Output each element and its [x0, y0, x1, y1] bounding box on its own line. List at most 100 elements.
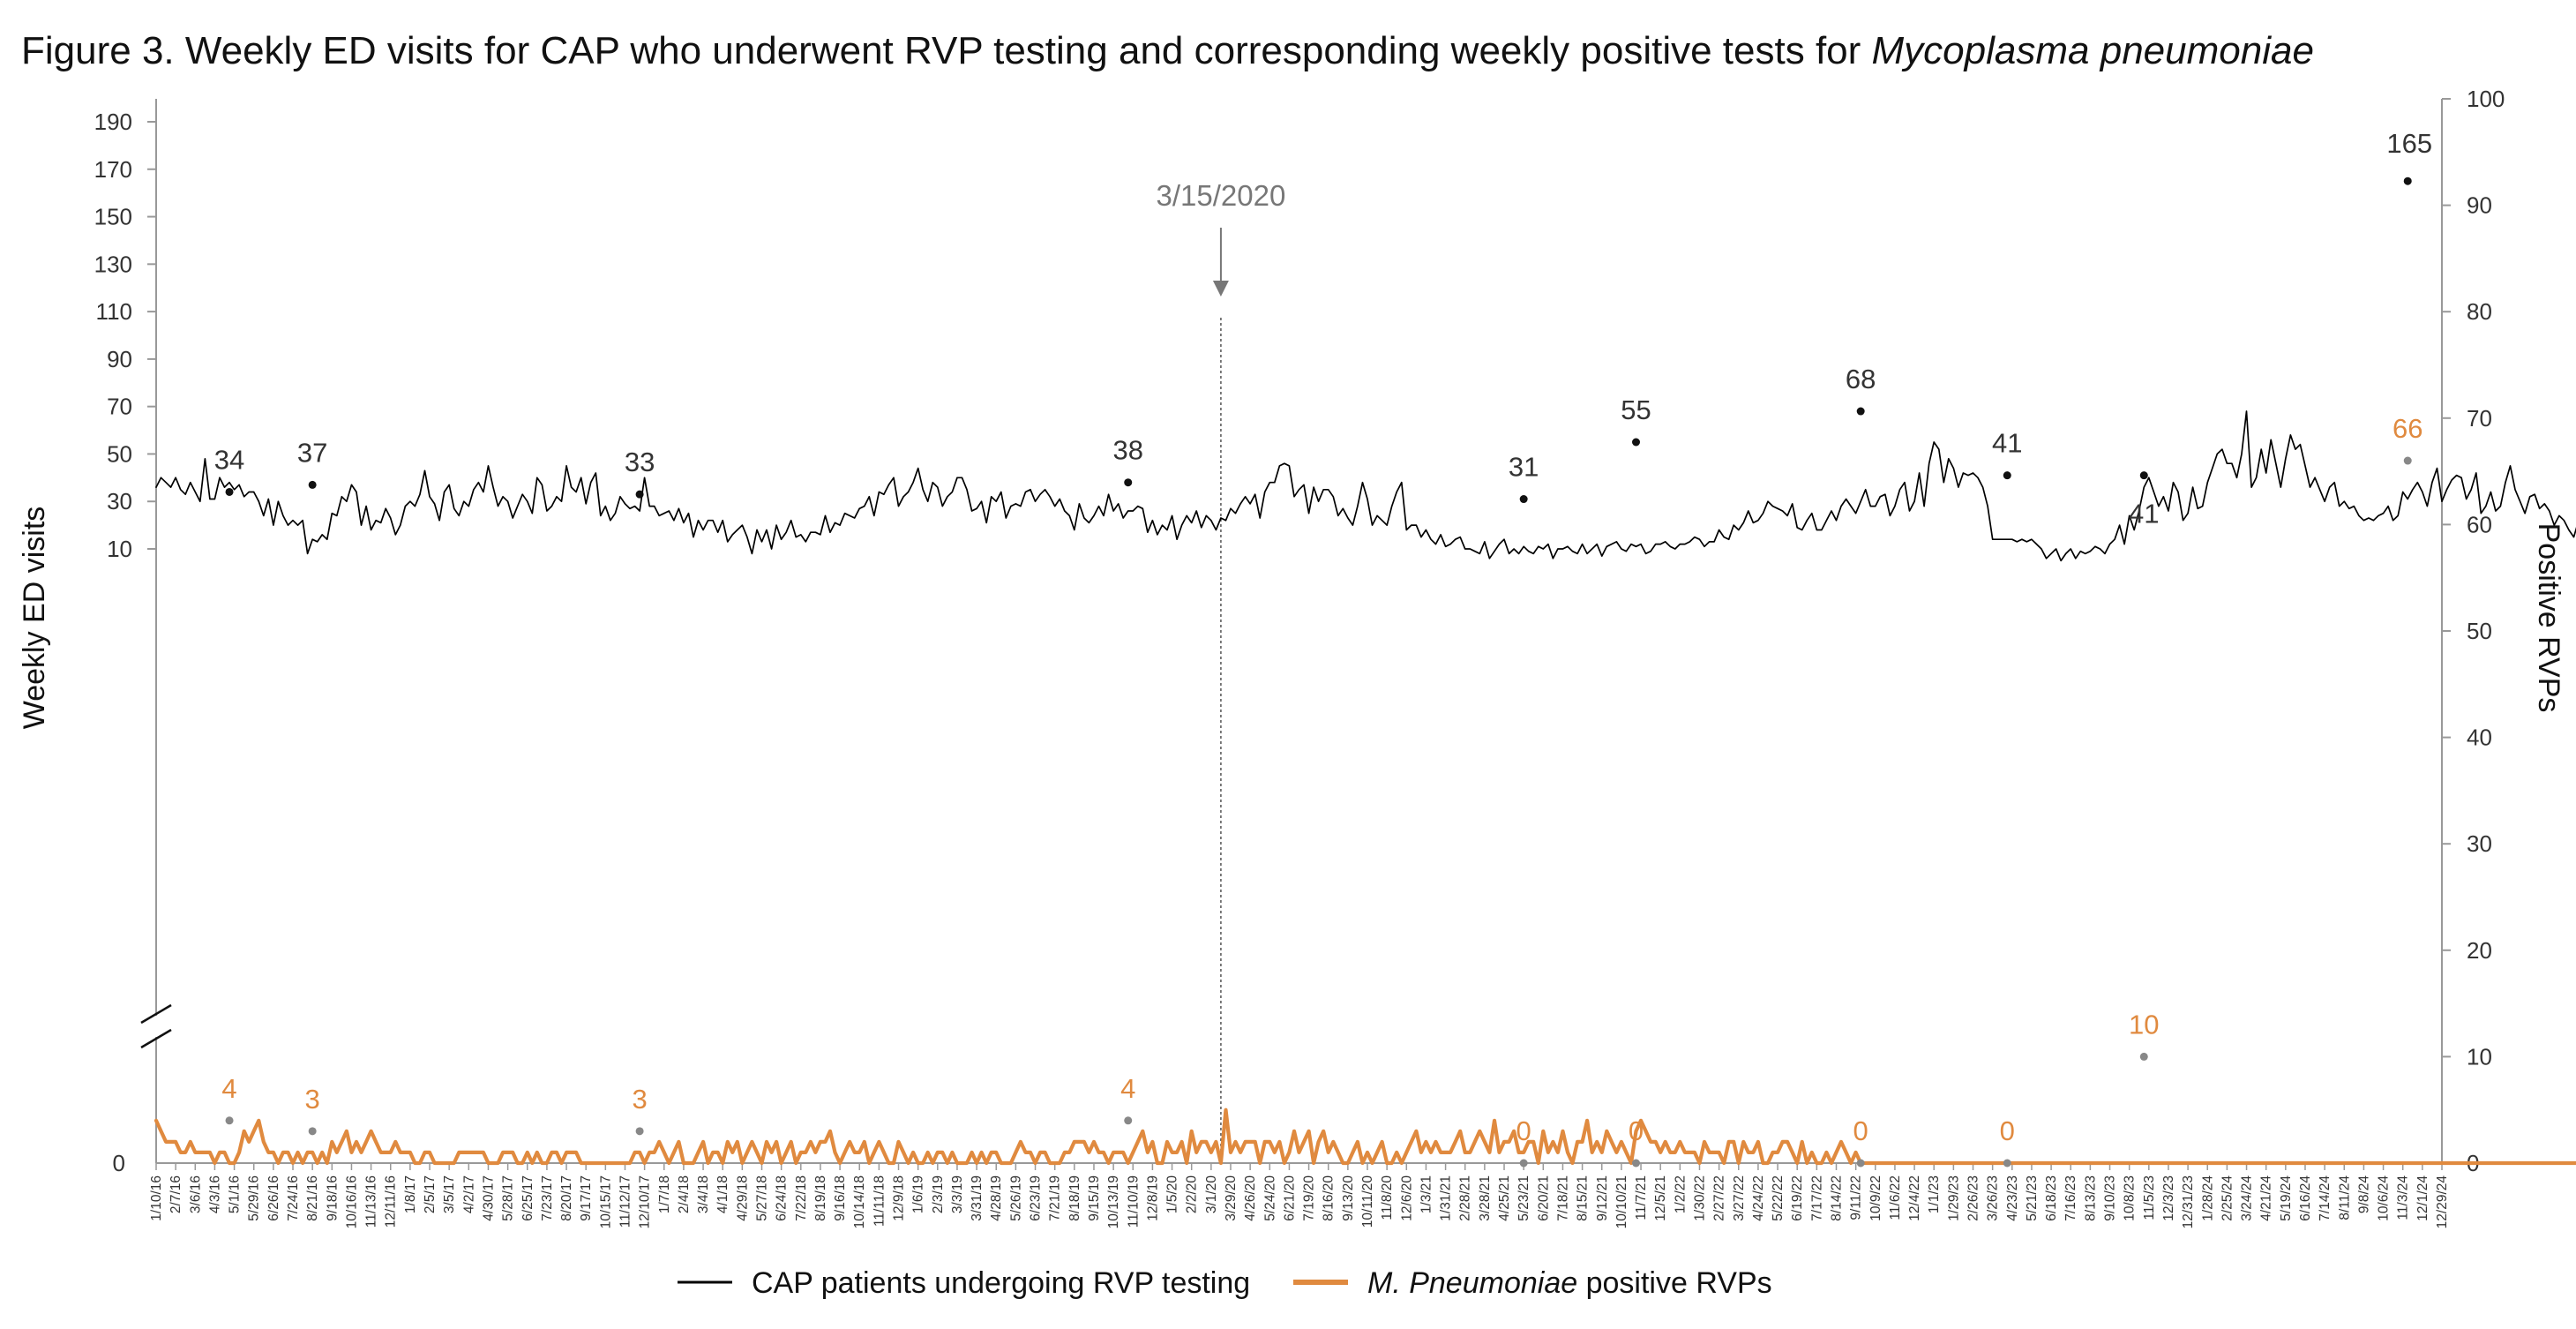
cap-annotation-label: 33: [625, 447, 655, 477]
chart-title-italic: Mycoplasma pneumoniae: [1872, 29, 2314, 72]
y-right-tick-label: 70: [2467, 405, 2492, 432]
y-left-tick-label: 70: [107, 394, 132, 420]
x-tick-label: 3/28/21: [1478, 1175, 1493, 1221]
cap-annotation-dot: [1632, 438, 1641, 447]
x-tick-label: 3/26/23: [1986, 1175, 2001, 1221]
x-tick-label: 12/5/21: [1653, 1175, 1668, 1221]
x-tick-label: 6/16/24: [2298, 1175, 2313, 1221]
x-tick-label: 5/19/24: [2279, 1175, 2294, 1221]
x-tick-label: 7/14/24: [2318, 1175, 2333, 1221]
x-tick-label: 6/21/20: [1282, 1175, 1297, 1221]
x-tick-label: 8/18/19: [1067, 1175, 1082, 1221]
vline-label: 3/15/2020: [1157, 179, 1286, 212]
x-tick-label: 2/25/24: [2220, 1175, 2235, 1221]
x-tick-label: 8/19/18: [813, 1175, 828, 1221]
y-right-tick-label: 20: [2467, 937, 2492, 964]
axis-break-mark: [140, 1028, 172, 1049]
x-tick-label: 5/1/16: [228, 1175, 243, 1213]
cap-series-line: [155, 410, 2576, 562]
x-tick-label: 4/24/22: [1751, 1175, 1766, 1221]
chart-title: Figure 3. Weekly ED visits for CAP who u…: [21, 29, 2314, 72]
x-tick-label: 5/24/20: [1262, 1175, 1277, 1221]
cap-annotation-label: 38: [1112, 435, 1142, 466]
x-tick-label: 1/8/17: [403, 1175, 418, 1213]
mycoplasma-annotation-label: 4: [1120, 1073, 1135, 1104]
mycoplasma-annotation-label: 0: [1629, 1115, 1644, 1146]
x-tick-label: 6/23/19: [1029, 1175, 1044, 1221]
legend-label-myco: M. Pneumoniae positive RVPs: [1367, 1266, 1772, 1300]
x-tick-label: 10/11/20: [1360, 1175, 1375, 1228]
x-tick-label: 1/6/19: [911, 1175, 926, 1213]
x-tick-label: 1/29/23: [1946, 1175, 1961, 1221]
mycoplasma-annotation-label: 3: [632, 1084, 647, 1115]
x-tick-label: 12/11/16: [384, 1175, 399, 1228]
x-tick-label: 5/21/23: [2025, 1175, 2040, 1221]
x-tick-label: 9/15/19: [1087, 1175, 1102, 1221]
x-tick-label: 12/6/20: [1399, 1175, 1414, 1221]
x-tick-label: 3/1/20: [1204, 1175, 1219, 1213]
mycoplasma-annotation-label: 10: [2129, 1009, 2159, 1040]
vline-arrow-head: [1212, 281, 1229, 297]
mycoplasma-annotation-dot: [1632, 1159, 1641, 1168]
x-tick-label: 4/28/19: [989, 1175, 1004, 1221]
x-tick-label: 1/31/21: [1439, 1175, 1454, 1221]
y-left-tick-label: 110: [96, 298, 132, 325]
cap-annotation-dot: [225, 487, 234, 496]
x-tick-label: 10/13/19: [1106, 1175, 1121, 1228]
mycoplasma-annotation-dot: [225, 1116, 234, 1125]
x-tick-label: 12/10/17: [638, 1175, 653, 1228]
x-tick-label: 7/19/20: [1302, 1175, 1317, 1221]
mycoplasma-annotation-dot: [635, 1127, 644, 1136]
legend-label-myco-italic: M. Pneumoniae: [1367, 1266, 1577, 1300]
x-tick-label: 11/7/21: [1634, 1175, 1649, 1220]
mycoplasma-annotation-label: 66: [2393, 413, 2422, 444]
mycoplasma-annotation-dot: [1856, 1159, 1865, 1168]
x-tick-label: 1/2/22: [1673, 1175, 1688, 1213]
x-tick-label: 6/20/21: [1536, 1175, 1551, 1221]
y-left-tick-label: 50: [107, 440, 132, 467]
x-tick-label: 12/31/23: [2181, 1175, 2196, 1228]
x-tick-label: 4/26/20: [1243, 1175, 1258, 1221]
cap-annotation-dot: [635, 490, 644, 499]
x-tick-label: 1/1/23: [1927, 1175, 1942, 1213]
x-tick-label: 2/26/23: [1966, 1175, 1981, 1221]
x-tick-label: 3/27/22: [1732, 1175, 1747, 1221]
cap-annotation-label: 34: [214, 444, 244, 475]
y-right-tick-label: 100: [2467, 86, 2505, 112]
x-tick-label: 2/7/16: [168, 1175, 183, 1213]
mycoplasma-annotation-label: 0: [1853, 1115, 1868, 1146]
x-tick-label: 2/5/17: [423, 1175, 438, 1213]
x-tick-label: 12/3/23: [2161, 1175, 2176, 1221]
x-tick-label: 3/31/19: [970, 1175, 985, 1221]
x-tick-label: 8/21/16: [305, 1175, 320, 1221]
x-tick-label: 11/11/18: [872, 1175, 887, 1227]
x-tick-label: 7/16/23: [2063, 1175, 2078, 1221]
cap-annotation-dot: [2139, 471, 2148, 480]
x-tick-label: 2/27/22: [1712, 1175, 1727, 1221]
x-tick-label: 8/20/17: [559, 1175, 574, 1221]
cap-annotation-dot: [1124, 478, 1133, 487]
mycoplasma-annotation-dot: [1124, 1116, 1133, 1125]
x-tick-label: 3/24/24: [2240, 1175, 2255, 1221]
x-tick-label: 7/21/19: [1048, 1175, 1063, 1221]
y-left-tick-label: 150: [94, 204, 132, 230]
x-tick-label: 6/24/18: [775, 1175, 790, 1221]
mycoplasma-annotation-dot: [1519, 1159, 1528, 1168]
x-tick-label: 10/8/23: [2123, 1175, 2138, 1221]
y-left-tick-label: 190: [94, 109, 132, 135]
y-left-ticks: 10 30 50 70 90 110 130 150 170 190 0: [94, 109, 156, 1176]
x-tick-label: 4/2/17: [461, 1175, 476, 1213]
x-tick-label: 4/3/16: [207, 1175, 222, 1213]
mycoplasma-annotation-label: 3: [305, 1084, 320, 1115]
x-tick-label: 3/3/19: [950, 1175, 965, 1213]
y-left-label: Weekly ED visits: [18, 507, 51, 730]
x-tick-label: 5/23/21: [1516, 1175, 1531, 1221]
x-tick-label: 7/17/22: [1809, 1175, 1824, 1221]
x-tick-label: 11/3/24: [2396, 1175, 2411, 1220]
x-tick-label: 2/2/20: [1185, 1175, 1200, 1213]
cap-annotation-dot: [2403, 176, 2412, 185]
x-tick-label: 12/1/24: [2415, 1175, 2430, 1221]
x-tick-label: 10/15/17: [598, 1175, 613, 1228]
x-tick-label: 9/10/23: [2103, 1175, 2118, 1221]
